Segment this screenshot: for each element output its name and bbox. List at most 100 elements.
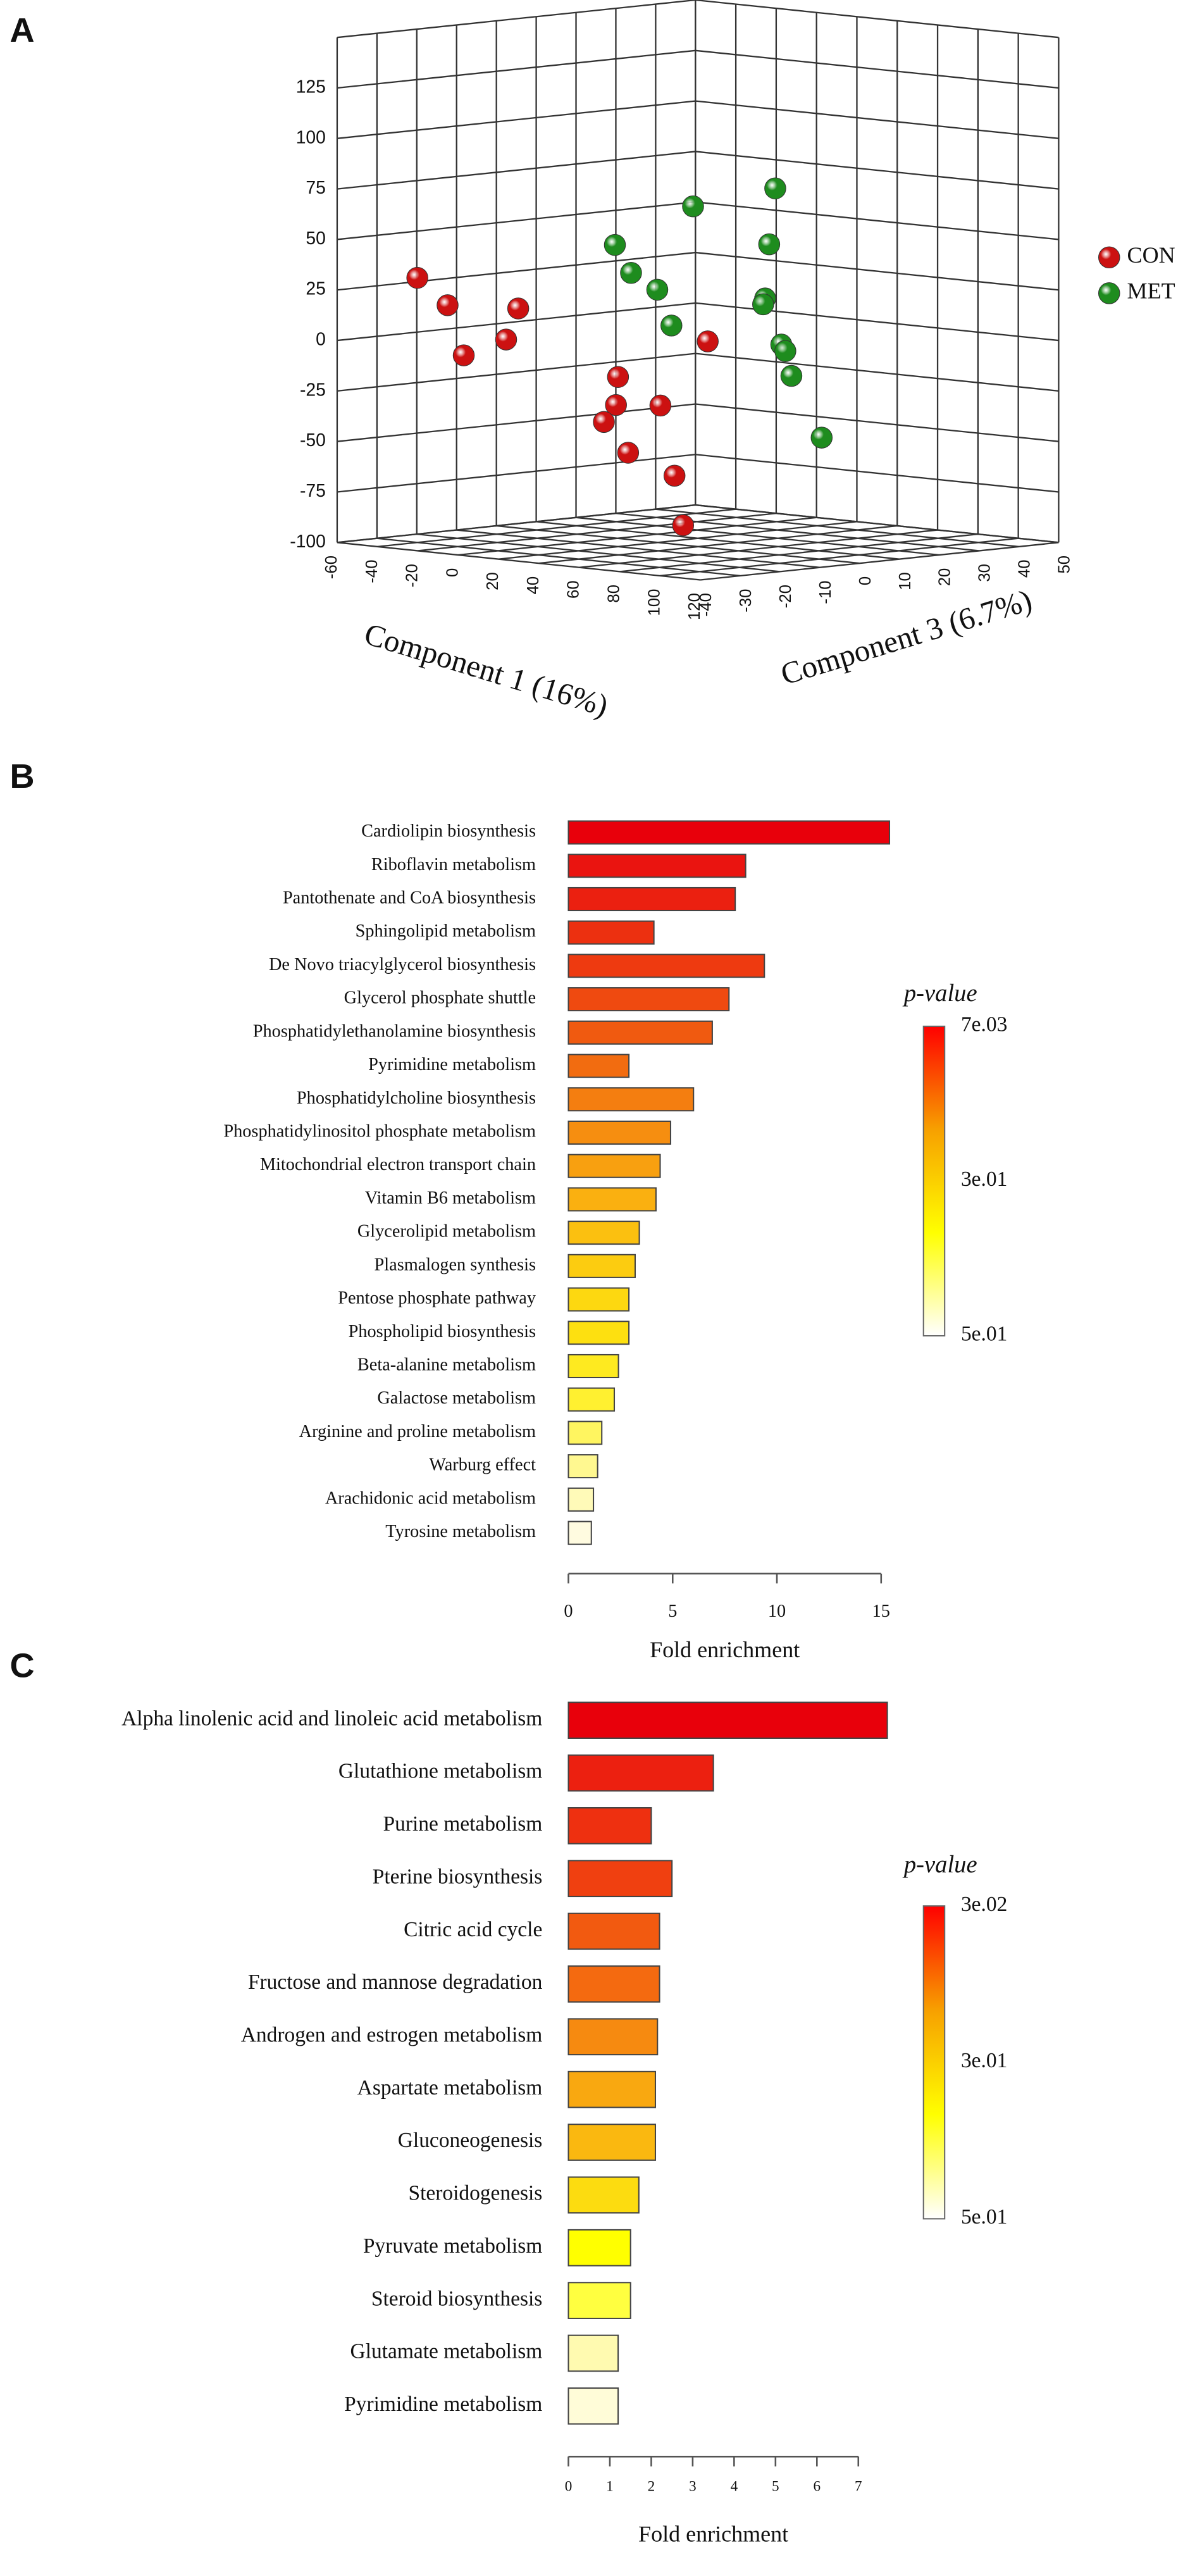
x-tick-label: 15: [872, 1602, 890, 1621]
x-tick-label: 120: [686, 593, 703, 620]
colorbar-label: 5e.01: [961, 1322, 1007, 1346]
grid-line: [337, 302, 696, 342]
bar: [567, 1454, 598, 1479]
grid-line: [337, 151, 696, 190]
bar: [567, 1421, 603, 1445]
grid-line: [700, 542, 1059, 581]
grid-line: [695, 504, 1059, 544]
point: [774, 340, 796, 363]
x-axis-label: Component 1 (16%): [361, 616, 612, 723]
y-tick-label: -50: [300, 430, 326, 450]
grid-line: [695, 151, 1059, 190]
category-label: Tyrosine metabolism: [385, 1522, 536, 1541]
grid-line: [496, 525, 860, 564]
bar: [567, 1154, 661, 1178]
bar: [567, 1087, 695, 1112]
grid-line: [576, 516, 939, 556]
y-tick-label: 125: [296, 77, 326, 97]
category-label: Galactose metabolism: [377, 1388, 536, 1408]
point: [672, 514, 695, 537]
y-tick-label: 75: [306, 177, 325, 197]
z-tick-label: 10: [896, 572, 914, 590]
bar: [567, 1353, 619, 1379]
grid-line: [337, 201, 696, 240]
x-tick-label: -20: [404, 564, 421, 587]
x-tick-label: 40: [524, 576, 542, 595]
bar: [567, 1387, 616, 1412]
grid-line: [377, 508, 736, 548]
bar: [567, 2282, 631, 2319]
x-tick-label: 2: [648, 2479, 655, 2495]
x-tick-label: 100: [645, 589, 663, 616]
bar: [567, 1860, 673, 1898]
grid-line: [456, 529, 820, 568]
z-axis-label: Component 3 (6.7%): [777, 582, 1036, 692]
category-label: Pyruvate metabolism: [363, 2234, 542, 2258]
colorbar-label: 5e.01: [961, 2205, 1007, 2229]
bar: [567, 854, 747, 878]
x-tick-label: 80: [605, 585, 623, 603]
category-label: Glutamate metabolism: [350, 2340, 543, 2363]
grid-line: [337, 542, 701, 581]
bar: [567, 2124, 657, 2161]
grid-line: [695, 352, 1059, 392]
frame-line: [695, 0, 1059, 39]
bar: [567, 1965, 660, 2003]
category-label: Mitochondrial electron transport chain: [260, 1155, 536, 1174]
bar: [567, 1120, 672, 1145]
grid-line: [337, 454, 696, 493]
point: [593, 411, 615, 433]
y-tick-label: 50: [306, 228, 325, 248]
x-tick-label: 7: [855, 2479, 862, 2495]
bar: [567, 1487, 595, 1512]
legend-label: CON: [1127, 242, 1175, 268]
bar: [567, 2387, 619, 2425]
category-label: Purine metabolism: [383, 1812, 543, 1836]
y-tick-label: 25: [306, 278, 325, 299]
z-tick-label: -20: [777, 585, 795, 608]
x-tick-label: 20: [484, 572, 502, 590]
point: [810, 426, 833, 449]
point: [507, 297, 530, 320]
z-tick-label: -30: [737, 589, 755, 613]
point: [758, 233, 781, 256]
z-tick-label: 20: [936, 568, 954, 587]
category-label: Arachidonic acid metabolism: [325, 1488, 536, 1508]
x-tick-label: 5: [668, 1602, 677, 1621]
bar: [567, 2334, 619, 2372]
point: [682, 195, 704, 218]
point: [660, 314, 683, 337]
point: [649, 394, 672, 417]
category-label: Steroid biosynthesis: [371, 2287, 542, 2310]
colorbar-label: 3e.01: [961, 1167, 1007, 1191]
grid-line: [695, 100, 1059, 139]
grid-line: [695, 454, 1059, 493]
category-label: Pyrimidine metabolism: [344, 2392, 542, 2416]
bar: [567, 1321, 630, 1345]
point: [697, 330, 719, 352]
x-axis-label: Fold enrichment: [638, 2522, 788, 2547]
grid-line: [337, 352, 696, 392]
category-label: Phosphatidylcholine biosynthesis: [297, 1088, 536, 1108]
bar: [567, 1521, 592, 1545]
bar: [567, 1054, 630, 1078]
bar: [567, 987, 730, 1012]
x-tick-label: 10: [768, 1602, 786, 1621]
colorbar: [922, 1905, 946, 2220]
grid-line: [695, 403, 1059, 442]
category-label: Glycerolipid metabolism: [357, 1222, 536, 1241]
point: [663, 464, 686, 487]
category-label: Aspartate metabolism: [357, 2076, 543, 2100]
point: [437, 294, 459, 316]
panel-label: C: [9, 1647, 34, 1685]
colorbar-label: 3e.02: [961, 1893, 1007, 1916]
point: [780, 364, 803, 387]
x-tick-label: -60: [323, 556, 340, 579]
grid-line: [660, 537, 1019, 577]
category-label: Vitamin B6 metabolism: [365, 1188, 536, 1208]
category-label: Pterine biosynthesis: [373, 1865, 543, 1888]
panel-label: B: [9, 757, 34, 795]
category-label: Pyrimidine metabolism: [368, 1055, 536, 1074]
point: [604, 233, 626, 256]
